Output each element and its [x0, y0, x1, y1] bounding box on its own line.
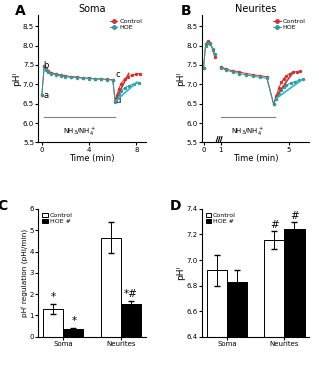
Y-axis label: pHᴵ: pHᴵ [12, 71, 21, 86]
Text: D: D [170, 199, 181, 213]
Y-axis label: pHᴵ: pHᴵ [176, 266, 185, 280]
Legend: Control, HOE #: Control, HOE # [41, 212, 73, 225]
Bar [63, 329, 84, 337]
Bar [264, 240, 285, 366]
Y-axis label: pHᴵ regulation (pHi/min): pHᴵ regulation (pHi/min) [21, 229, 28, 317]
Text: d: d [116, 96, 121, 105]
X-axis label: Time (min): Time (min) [233, 154, 278, 163]
Title: Neurites: Neurites [235, 4, 276, 14]
Legend: Control, HOE #: Control, HOE # [205, 212, 237, 225]
Text: *: * [72, 315, 77, 326]
Bar [101, 238, 121, 337]
Text: NH$_3$/NH$_4^+$: NH$_3$/NH$_4^+$ [63, 126, 96, 138]
Legend: Control, HOE: Control, HOE [273, 18, 306, 31]
Text: c: c [116, 70, 120, 79]
Text: #: # [290, 211, 299, 221]
Text: #: # [270, 220, 279, 229]
Title: Soma: Soma [78, 4, 106, 14]
Text: C: C [0, 199, 8, 213]
Text: a: a [44, 92, 49, 101]
Y-axis label: pHᴵ: pHᴵ [176, 71, 185, 86]
Text: A: A [15, 4, 25, 18]
Text: b: b [44, 61, 49, 70]
Bar [207, 270, 227, 366]
Legend: Control, HOE: Control, HOE [109, 18, 143, 31]
Text: *#: *# [124, 288, 138, 299]
Bar [285, 229, 305, 366]
Bar [121, 304, 141, 337]
Text: NH$_3$/NH$_4^+$: NH$_3$/NH$_4^+$ [232, 126, 264, 138]
X-axis label: Time (min): Time (min) [69, 154, 115, 163]
Text: *: * [51, 292, 56, 302]
Bar [43, 309, 63, 337]
Bar [227, 282, 247, 366]
Text: B: B [180, 4, 191, 18]
